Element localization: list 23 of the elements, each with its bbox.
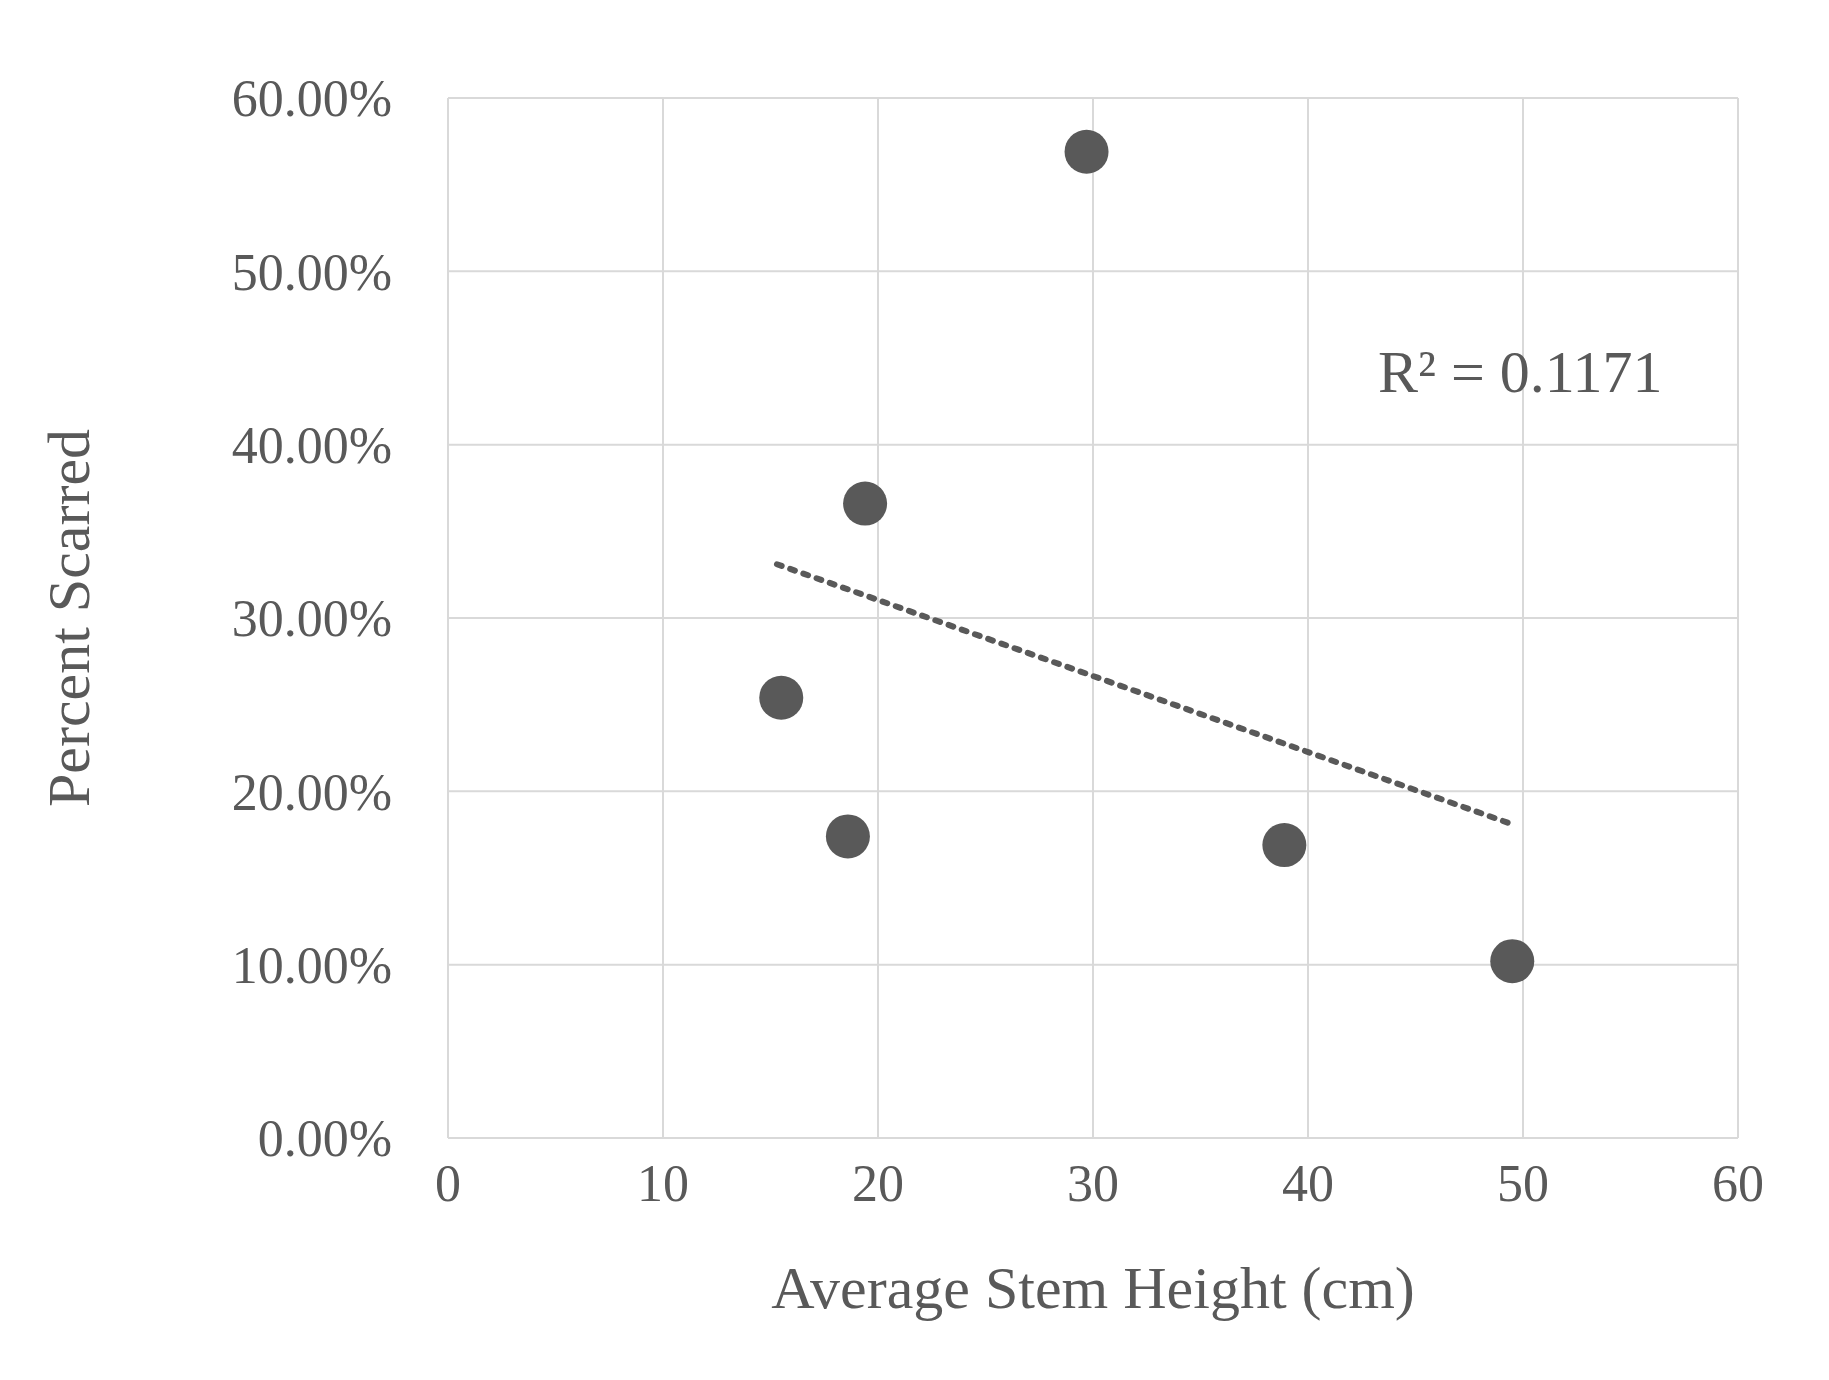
point	[1262, 823, 1307, 868]
point	[825, 814, 870, 859]
y-tick-label: 30.00%	[231, 590, 392, 648]
annotation: R² = 0.1171	[1378, 338, 1663, 407]
y-tick-label: 50.00%	[231, 243, 392, 301]
y-tick-label: 10.00%	[231, 937, 392, 995]
point	[843, 481, 888, 526]
x-tick-label: 50	[1497, 1154, 1549, 1212]
y-tick-label: 0.00%	[257, 1110, 392, 1168]
y-axis-title: Percent Scarred	[36, 428, 103, 808]
x-tick-label: 20	[852, 1154, 904, 1212]
x-tick-label: 60	[1712, 1154, 1764, 1212]
x-tick-label: 40	[1282, 1154, 1334, 1212]
point	[1064, 129, 1109, 174]
x-tick-label: 0	[435, 1154, 461, 1212]
point	[759, 675, 804, 720]
y-tick-label: 60.00%	[231, 70, 392, 128]
y-tick-label: 40.00%	[231, 417, 392, 475]
x-axis-title: Average Stem Height (cm)	[771, 1255, 1415, 1321]
x-tick-label: 10	[637, 1154, 689, 1212]
x-tick-label: 30	[1067, 1154, 1119, 1212]
point	[1490, 939, 1535, 984]
y-tick-label: 20.00%	[231, 763, 392, 821]
